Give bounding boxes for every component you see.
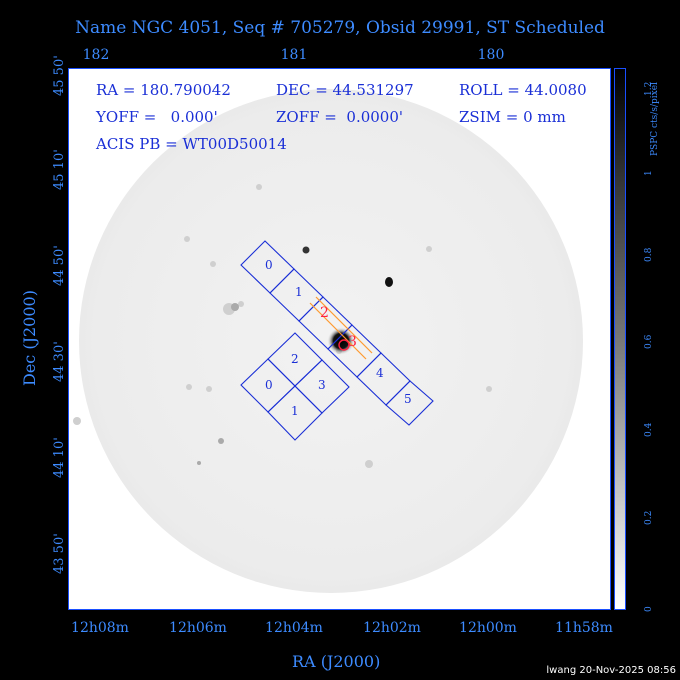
bottom-tick: 12h00m [459, 620, 517, 636]
info-zoff: ZOFF = 0.0000' [276, 108, 404, 126]
colorbar-tick: 0.2 [644, 510, 654, 525]
colorbar-tick: 0 [644, 606, 654, 612]
acis-s-chip-1: 1 [295, 285, 303, 299]
grating-slit [309, 296, 373, 360]
info-dec: DEC = 44.531297 [276, 81, 414, 99]
page-title: Name NGC 4051, Seq # 705279, Obsid 29991… [75, 18, 605, 38]
sky-image [73, 89, 583, 593]
sky-image-panel[interactable]: 0 1 4 5 2 0 3 1 2 3 RA = 180.790042 DEC … [68, 68, 611, 610]
colorbar-tick: 0.4 [644, 422, 654, 437]
colorbar [614, 68, 626, 610]
acis-i-array [240, 332, 350, 441]
bottom-tick: 12h06m [169, 620, 227, 636]
acis-i-chip-2: 2 [291, 352, 299, 366]
left-tick-4450: 44 50' [52, 245, 67, 286]
colorbar-tick: 0.6 [644, 334, 654, 349]
acis-i-chip-3: 3 [318, 378, 326, 392]
left-tick-4550: 45 50' [52, 55, 67, 96]
x-axis-label: RA (J2000) [292, 652, 381, 671]
colorbar-tick: 1 [644, 170, 654, 176]
left-tick-4350: 43 50' [52, 533, 67, 574]
marker-label-2: 2 [320, 305, 329, 321]
bottom-tick: 12h04m [265, 620, 323, 636]
left-tick-4510: 45 10' [52, 149, 67, 190]
bottom-tick: 12h08m [71, 620, 129, 636]
left-tick-4410: 44 10' [52, 437, 67, 478]
info-zsim: ZSIM = 0 mm [459, 108, 566, 126]
info-roll: ROLL = 44.0080 [459, 81, 587, 99]
point-source [302, 246, 310, 254]
y-axis-label: Dec (J2000) [20, 290, 39, 386]
bottom-tick: 12h02m [363, 620, 421, 636]
top-tick-180: 180 [477, 47, 505, 63]
acis-s-array [240, 240, 434, 426]
acis-i-chip-1: 1 [291, 404, 299, 418]
acis-s-chip-5: 5 [404, 392, 412, 406]
marker-label-3: 3 [348, 334, 357, 350]
bottom-tick: 11h58m [555, 620, 613, 636]
left-tick-4430: 44 30' [52, 341, 67, 382]
colorbar-label: PSPC cts/s/pixel [650, 82, 660, 156]
acis-i-chip-0: 0 [265, 378, 273, 392]
top-tick-181: 181 [280, 47, 308, 63]
target-marker-circle [338, 339, 350, 351]
info-acis: ACIS PB = WT00D50014 [96, 135, 287, 153]
footer-stamp: lwang 20-Nov-2025 08:56 [546, 665, 676, 676]
info-ra: RA = 180.790042 [96, 81, 231, 99]
acis-s-chip-0: 0 [265, 258, 273, 272]
top-tick-182: 182 [82, 47, 110, 63]
colorbar-tick: 0.8 [644, 247, 654, 262]
point-source [385, 277, 393, 287]
info-yoff: YOFF = 0.000' [96, 108, 218, 126]
acis-s-chip-4: 4 [376, 366, 384, 380]
